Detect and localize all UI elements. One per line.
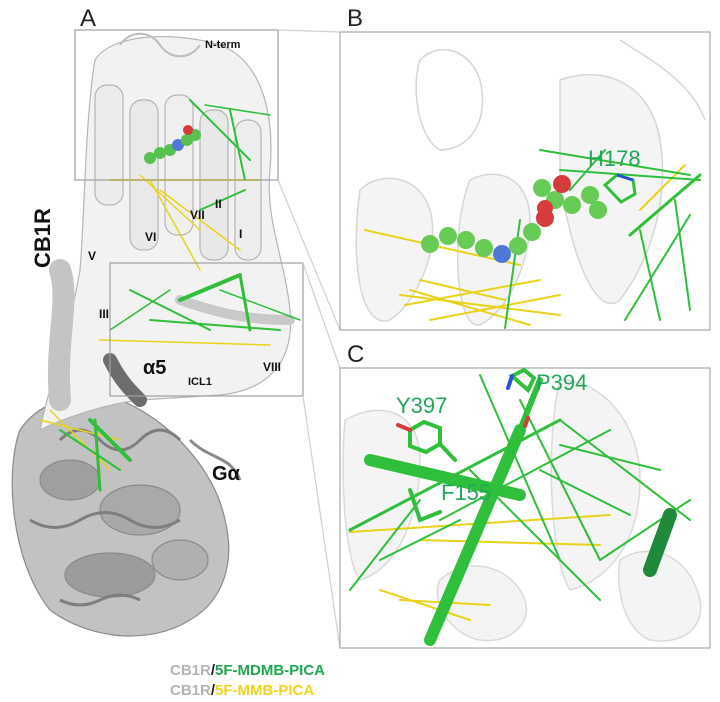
panel-label-c: C [347, 341, 364, 368]
icl1-label: ICL1 [188, 376, 212, 388]
ligand-panel-a [144, 125, 201, 164]
helix-label-i: I [239, 227, 242, 241]
panel-a-structure [11, 29, 341, 649]
panel-b-ligand [421, 175, 607, 263]
legend-separator: / [210, 662, 216, 679]
legend: CB1R/5F-MDMB-PICA [170, 662, 325, 679]
zoom-connectors [277, 29, 341, 649]
helix-label-viii: VIII [263, 360, 281, 374]
h178-sidechain [602, 173, 637, 204]
zoom-box-b-source [74, 29, 279, 181]
residue-label-y397: Y397 [396, 393, 447, 418]
panel-b-helices [355, 39, 706, 326]
legend-entry-mdmb: CB1R/5F-MDMB-PICA [170, 662, 325, 679]
legend-ligand-mdmb: 5F-MDMB-PICA [215, 662, 326, 679]
panel-c-sidechains [396, 367, 537, 523]
zoom-box-c-source [109, 262, 304, 397]
g-alpha-label: Gα [212, 463, 241, 485]
panel-c [339, 367, 711, 649]
legend-ligand-mmb: 5F-MMB-PICA [215, 682, 315, 699]
helix-label-vi: VI [145, 230, 156, 244]
panel-c-network [348, 374, 691, 646]
residue-label-p394: P394 [536, 370, 587, 395]
g-alpha-protein [11, 395, 242, 637]
legend-second: CB1R/5F-MMB-PICA [170, 682, 314, 699]
receptor-label: CB1R [30, 208, 55, 268]
legend-prefix: CB1R [170, 662, 211, 679]
helix-label-ii: II [215, 197, 222, 211]
legend-entry-mmb: CB1R/5F-MMB-PICA [170, 682, 314, 699]
legend-separator: / [210, 682, 216, 699]
helix-label-vii: VII [190, 208, 205, 222]
panel-label-a: A [80, 5, 96, 32]
alpha5-label: α5 [143, 357, 166, 379]
legend-prefix: CB1R [170, 682, 211, 699]
panel-label-b: B [347, 5, 363, 32]
helix-label-v: V [88, 249, 96, 263]
helix-label-iii: III [99, 307, 109, 321]
residue-label-h178: H178 [588, 146, 641, 171]
n-term-label: N-term [205, 39, 241, 51]
residue-label-f155: F155 [441, 480, 491, 505]
cb1r-receptor [39, 32, 295, 432]
panel-b [339, 31, 711, 331]
